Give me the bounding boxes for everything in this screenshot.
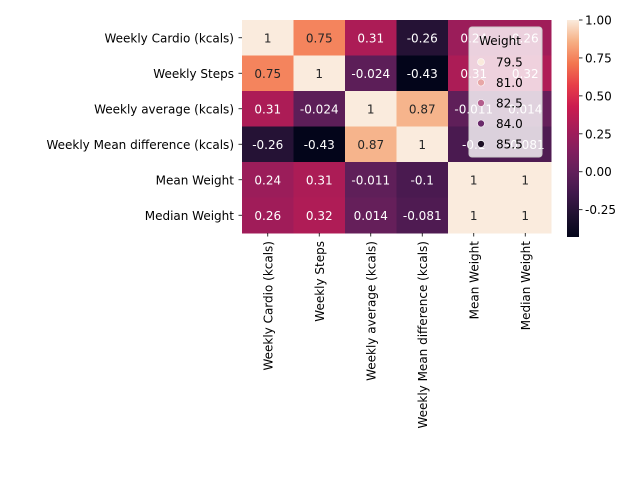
cell-annotation: 0.75: [254, 67, 281, 81]
cell-annotation: 0.31: [306, 173, 333, 187]
y-axis: Weekly Cardio (kcals) Weekly Steps Weekly …: [46, 31, 242, 223]
cell-annotation: 1: [470, 173, 478, 187]
x-tick-label: Weekly Mean difference (kcals): [416, 241, 430, 429]
heatmap-cell: [396, 197, 449, 234]
legend-frame: [468, 26, 543, 158]
colorbar-tick-label: 0.25: [585, 127, 612, 141]
heatmap-cell: [293, 55, 346, 92]
cell-annotation: 0.31: [254, 102, 281, 116]
legend-entry-label: 85.5: [496, 138, 523, 152]
colorbar: -0.25 0.00 0.25 0.50 0.75 1.00: [567, 14, 616, 237]
heatmap-cell: [293, 197, 346, 234]
heatmap-cell: [293, 91, 346, 127]
cell-annotation: 1: [264, 31, 272, 45]
cell-annotation: 1: [521, 209, 529, 223]
colorbar-gradient: [567, 20, 579, 237]
heatmap-cell: [293, 20, 346, 56]
heatmap-cell: [242, 91, 294, 127]
heatmap-cell: [345, 162, 397, 198]
heatmap-cell: [396, 162, 449, 198]
cell-annotation: 0.26: [254, 209, 281, 223]
x-tick-label: Median Weight: [519, 241, 533, 331]
legend-marker: [477, 140, 485, 148]
cell-annotation: 1: [470, 209, 478, 223]
colorbar-tick-label: -0.25: [585, 203, 616, 217]
x-axis: Weekly Cardio (kcals) Weekly Steps Weekly …: [261, 233, 533, 429]
heatmap-cell: [242, 126, 294, 163]
heatmap-cell: [396, 20, 449, 56]
x-tick-label: Weekly Steps: [313, 241, 327, 322]
heatmap-cell: [293, 126, 346, 163]
heatmap-cell: [396, 126, 449, 163]
cell-annotation: -0.26: [252, 138, 283, 152]
legend-marker: [477, 58, 485, 66]
legend: Weight 79.5 81.0 82.5 84.0 85.5: [468, 26, 543, 158]
cell-annotation: -0.43: [304, 138, 335, 152]
heatmap-cell: [499, 162, 552, 198]
colorbar-tick-label: 0.50: [585, 89, 612, 103]
legend-marker: [477, 99, 485, 107]
cell-annotation: 0.87: [409, 102, 436, 116]
colorbar-tick-label: 0.00: [585, 165, 612, 179]
cell-annotation: 0.24: [254, 173, 281, 187]
y-tick-label: Mean Weight: [156, 173, 235, 187]
cell-annotation: -0.43: [407, 67, 438, 81]
cell-annotation: 0.31: [357, 31, 384, 45]
x-tick-label: Weekly Cardio (kcals): [261, 241, 275, 371]
heatmap-cell: [345, 91, 397, 127]
cell-annotation: 0.87: [357, 138, 384, 152]
legend-entry-label: 84.0: [496, 117, 523, 131]
cell-annotation: 0.014: [354, 209, 388, 223]
cell-annotation: -0.1: [411, 173, 434, 187]
colorbar-tick-label: 1.00: [585, 14, 612, 28]
cell-annotation: 0.32: [306, 209, 333, 223]
heatmap-cell: [345, 55, 397, 92]
legend-marker: [477, 78, 485, 87]
y-tick-label: Median Weight: [145, 209, 235, 223]
heatmap-cell: [396, 55, 449, 92]
heatmap-cell: [242, 197, 294, 234]
y-tick-label: Weekly Mean difference (kcals): [46, 138, 234, 152]
cell-annotation: -0.26: [407, 31, 438, 45]
heatmap-cell: [499, 197, 552, 234]
heatmap-cell: [448, 197, 500, 234]
legend-title: Weight: [479, 34, 521, 48]
legend-marker: [477, 119, 485, 128]
cell-annotation: 0.75: [306, 31, 333, 45]
cell-annotation: -0.011: [351, 173, 390, 187]
heatmap-cell: [448, 162, 500, 198]
legend-entry-label: 82.5: [496, 97, 523, 111]
heatmap-cell: [293, 162, 346, 198]
heatmap-cell: [242, 55, 294, 92]
y-tick-label: Weekly Steps: [153, 67, 234, 81]
y-tick-label: Weekly Cardio (kcals): [104, 31, 234, 45]
cell-annotation: 1: [315, 67, 323, 81]
heatmap-cell: [396, 91, 449, 127]
cell-annotation: 1: [521, 173, 529, 187]
heatmap-cell: [345, 126, 397, 163]
x-tick-label: Weekly average (kcals): [364, 241, 378, 381]
x-tick-label: Mean Weight: [467, 241, 481, 320]
heatmap-cell: [345, 197, 397, 234]
y-tick-label: Weekly average (kcals): [94, 102, 234, 116]
cell-annotation: -0.024: [300, 102, 339, 116]
cell-annotation: -0.024: [351, 67, 390, 81]
heatmap-cell: [242, 162, 294, 198]
colorbar-tick-label: 0.75: [585, 51, 612, 65]
heatmap-cell: [345, 20, 397, 56]
legend-entry-label: 81.0: [496, 76, 523, 90]
legend-entry-label: 79.5: [496, 56, 523, 70]
cell-annotation: 1: [367, 102, 375, 116]
cell-annotation: 1: [418, 138, 426, 152]
cell-annotation: -0.081: [403, 209, 442, 223]
heatmap-cell: [242, 20, 294, 56]
